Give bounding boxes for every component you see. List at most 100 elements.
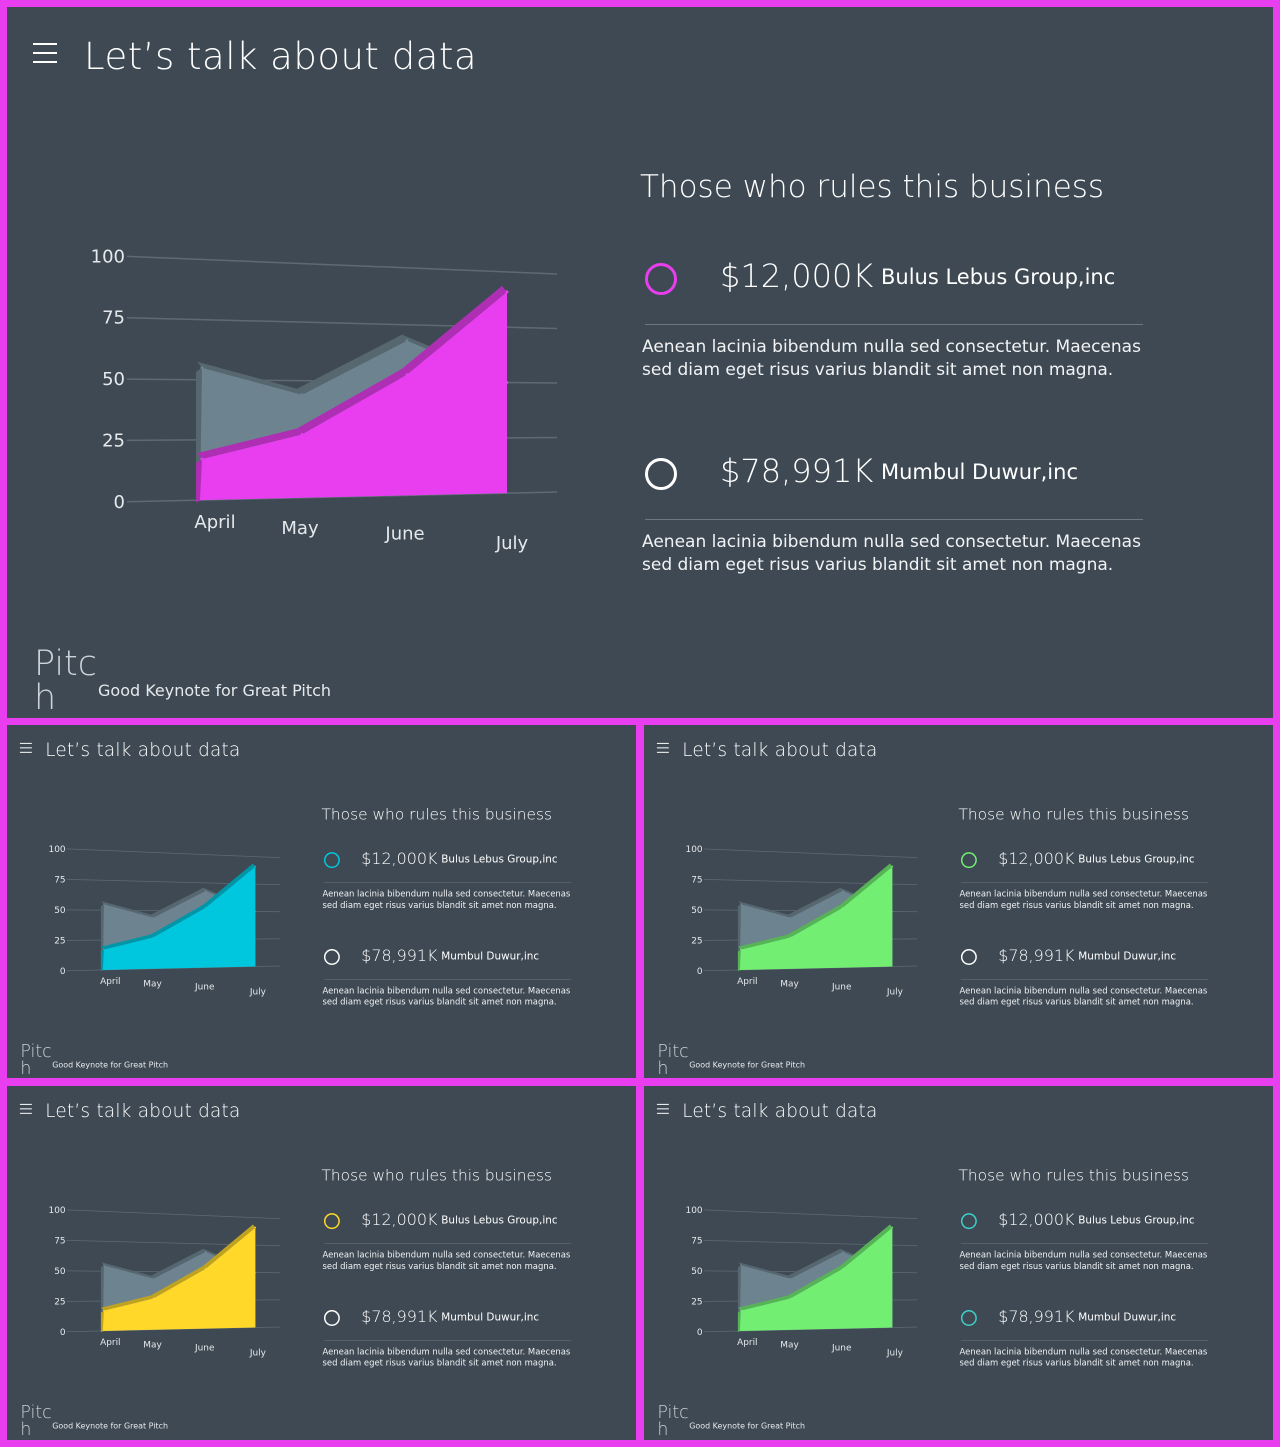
entry-description: Aenean lacinia bibendum nulla sed consec… xyxy=(322,888,571,911)
slide-main: Let’s talk about data 0 25 50 75 100 April Ma… xyxy=(7,7,1273,718)
series-2-point xyxy=(204,906,207,909)
legend-title: Those who rules this business xyxy=(958,1166,1190,1185)
entry-amount: $12,000K xyxy=(361,1210,438,1230)
x-tick-label: May xyxy=(281,518,319,539)
entry-amount: $78,991K xyxy=(998,1307,1075,1326)
slide-content: Let’s talk about data 0 25 50 75 100 April Ma… xyxy=(7,725,636,1078)
x-tick-label: April xyxy=(737,977,757,987)
hamburger-menu-icon[interactable] xyxy=(19,1103,32,1115)
divider xyxy=(645,519,1143,520)
hamburger-menu-icon[interactable] xyxy=(33,43,57,65)
series-1-point xyxy=(204,890,207,892)
area-chart: 0 25 50 75 100 April May June July xyxy=(42,837,300,997)
series-2-point xyxy=(891,865,894,868)
brand-name: Pitch xyxy=(657,1041,689,1078)
entry-amount: $78,991K xyxy=(720,452,874,490)
series-2-area xyxy=(102,866,256,970)
grid-line xyxy=(126,255,558,275)
y-tick-label: 25 xyxy=(102,430,125,451)
y-tick-label: 25 xyxy=(691,936,702,946)
y-tick-label: 25 xyxy=(54,1297,65,1307)
legend-title: Those who rules this business xyxy=(321,1166,553,1185)
entry-company: Bulus Lebus Group,inc xyxy=(441,853,558,866)
series-2-point xyxy=(740,1309,742,1312)
area-chart: 0 25 50 75 100 April May June July xyxy=(42,1198,300,1358)
hamburger-menu-icon[interactable] xyxy=(656,1103,669,1115)
entry-company: Bulus Lebus Group,inc xyxy=(1078,1214,1195,1227)
slide-content: Let’s talk about data 0 25 50 75 100 April Ma… xyxy=(644,1086,1273,1439)
y-tick-label: 75 xyxy=(54,1236,65,1246)
area-chart: 0 25 50 75 100 April May June July xyxy=(77,232,597,554)
y-tick-label: 50 xyxy=(102,369,125,390)
series-1-point xyxy=(103,1264,105,1266)
brand-name: Pitch xyxy=(20,1402,52,1440)
series-1-point xyxy=(405,339,409,343)
y-tick-label: 50 xyxy=(54,906,66,916)
entry-amount: $12,000K xyxy=(361,849,438,869)
series-1-point xyxy=(152,1277,155,1280)
brand-name: Pitch xyxy=(34,644,98,718)
series-2-point xyxy=(103,1309,105,1312)
x-tick-label: April xyxy=(100,977,120,987)
y-tick-label: 25 xyxy=(54,936,65,946)
y-tick-label: 100 xyxy=(686,845,703,855)
x-tick-label: April xyxy=(194,512,235,533)
entry-description: Aenean lacinia bibendum nulla sed consec… xyxy=(959,1346,1208,1369)
area-chart-svg: 0 25 50 75 100 April May June July xyxy=(49,1206,281,1358)
x-tick-label: June xyxy=(831,1344,852,1354)
y-tick-label: 25 xyxy=(691,1297,702,1307)
entry-company: Mumbul Duwur,inc xyxy=(881,460,1078,484)
series-2-point xyxy=(505,290,509,294)
entry-description: Aenean lacinia bibendum nulla sed consec… xyxy=(959,1249,1208,1272)
x-tick-label: April xyxy=(737,1338,757,1348)
brand-name: Pitch xyxy=(657,1402,689,1440)
slide-cyan: Let’s talk about data 0 25 50 75 100 April Ma… xyxy=(7,725,636,1078)
entry-description: Aenean lacinia bibendum nulla sed consec… xyxy=(642,337,1141,380)
y-tick-label: 100 xyxy=(91,246,125,267)
entry-company: Mumbul Duwur,inc xyxy=(441,1311,540,1323)
series-2-point xyxy=(254,865,257,868)
series-2-point xyxy=(152,936,155,939)
ring-icon xyxy=(323,852,340,869)
x-tick-label: June xyxy=(384,523,424,544)
entry-description: Aenean lacinia bibendum nulla sed consec… xyxy=(322,1249,571,1272)
y-tick-label: 100 xyxy=(49,1206,66,1216)
grid-line xyxy=(703,1209,918,1220)
x-tick-label: May xyxy=(143,980,162,990)
entry-amount: $12,000K xyxy=(998,849,1075,869)
series-1-point xyxy=(103,903,105,905)
ring-icon xyxy=(323,1213,340,1230)
series-2-point xyxy=(841,1267,844,1270)
entry-description: Aenean lacinia bibendum nulla sed consec… xyxy=(322,985,571,1008)
series-1-point xyxy=(789,916,792,919)
hamburger-menu-icon[interactable] xyxy=(656,742,669,754)
area-chart: 0 25 50 75 100 April May June July xyxy=(679,1198,937,1358)
entry-amount: $78,991K xyxy=(998,946,1075,965)
slide-title: Let’s talk about data xyxy=(45,738,241,761)
y-tick-label: 0 xyxy=(697,1328,703,1338)
series-1-point xyxy=(740,1264,742,1266)
series-2-point xyxy=(405,373,409,377)
entry-company: Mumbul Duwur,inc xyxy=(1078,950,1177,962)
area-chart-svg: 0 25 50 75 100 April May June July xyxy=(686,1206,918,1358)
slide-content: Let’s talk about data 0 25 50 75 100 April Ma… xyxy=(7,7,1273,718)
series-1-point xyxy=(789,1277,792,1280)
tagline: Good Keynote for Great Pitch xyxy=(98,681,332,700)
hamburger-menu-icon[interactable] xyxy=(19,742,32,754)
x-tick-label: June xyxy=(831,983,852,993)
y-tick-label: 75 xyxy=(102,308,125,329)
ring-icon xyxy=(960,852,977,869)
y-tick-label: 50 xyxy=(54,1267,66,1277)
series-2-point xyxy=(152,1297,155,1300)
tagline: Good Keynote for Great Pitch xyxy=(689,1059,805,1070)
slide-title: Let’s talk about data xyxy=(682,1099,878,1122)
ring-icon xyxy=(960,1310,977,1326)
y-tick-label: 75 xyxy=(691,875,702,885)
x-tick-label: April xyxy=(100,1338,120,1348)
entry-amount: $12,000K xyxy=(720,257,874,295)
entry-company: Bulus Lebus Group,inc xyxy=(1078,853,1195,866)
y-tick-label: 0 xyxy=(60,967,66,977)
series-1-point xyxy=(200,366,204,370)
ring-icon xyxy=(645,458,677,490)
x-tick-label: July xyxy=(495,533,529,554)
